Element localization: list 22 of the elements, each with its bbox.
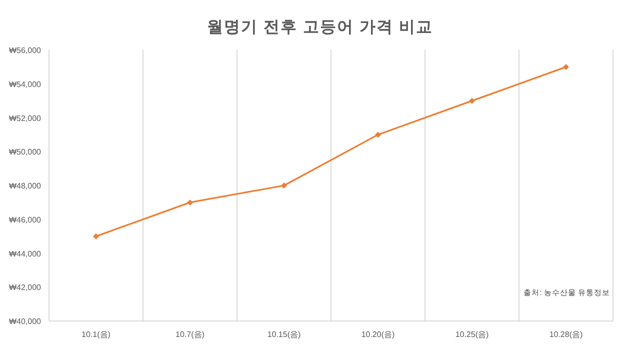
- x-tick-label: 10.1(음): [82, 330, 111, 339]
- y-tick-label: ₩48,000: [8, 182, 42, 190]
- point: [281, 182, 287, 188]
- point: [93, 233, 99, 240]
- x-tick-label: 10.7(음): [176, 330, 205, 339]
- y-tick-label: ₩52,000: [8, 114, 42, 123]
- point: [187, 199, 193, 206]
- y-tick-label: ₩50,000: [8, 148, 42, 157]
- point: [563, 64, 569, 70]
- point: [469, 98, 475, 104]
- x-tick-label: 10.25(음): [455, 330, 490, 339]
- x-tick-label: 10.20(음): [361, 330, 396, 339]
- y-tick-label: ₩46,000: [8, 215, 42, 224]
- y-tick-label: ₩42,000: [8, 283, 42, 292]
- x-tick-label: 10.15(음): [267, 330, 302, 339]
- y-tick-label: ₩44,000: [8, 249, 42, 258]
- y-tick-label: ₩56,000: [8, 46, 42, 55]
- x-tick-label: 10.28(음): [549, 330, 584, 339]
- chart-title: 월명기 전후 고등어 가격 비교: [207, 19, 433, 36]
- y-tick-label: ₩54,000: [8, 80, 42, 89]
- y-tick-label: ₩40,000: [8, 317, 42, 326]
- point: [375, 132, 381, 138]
